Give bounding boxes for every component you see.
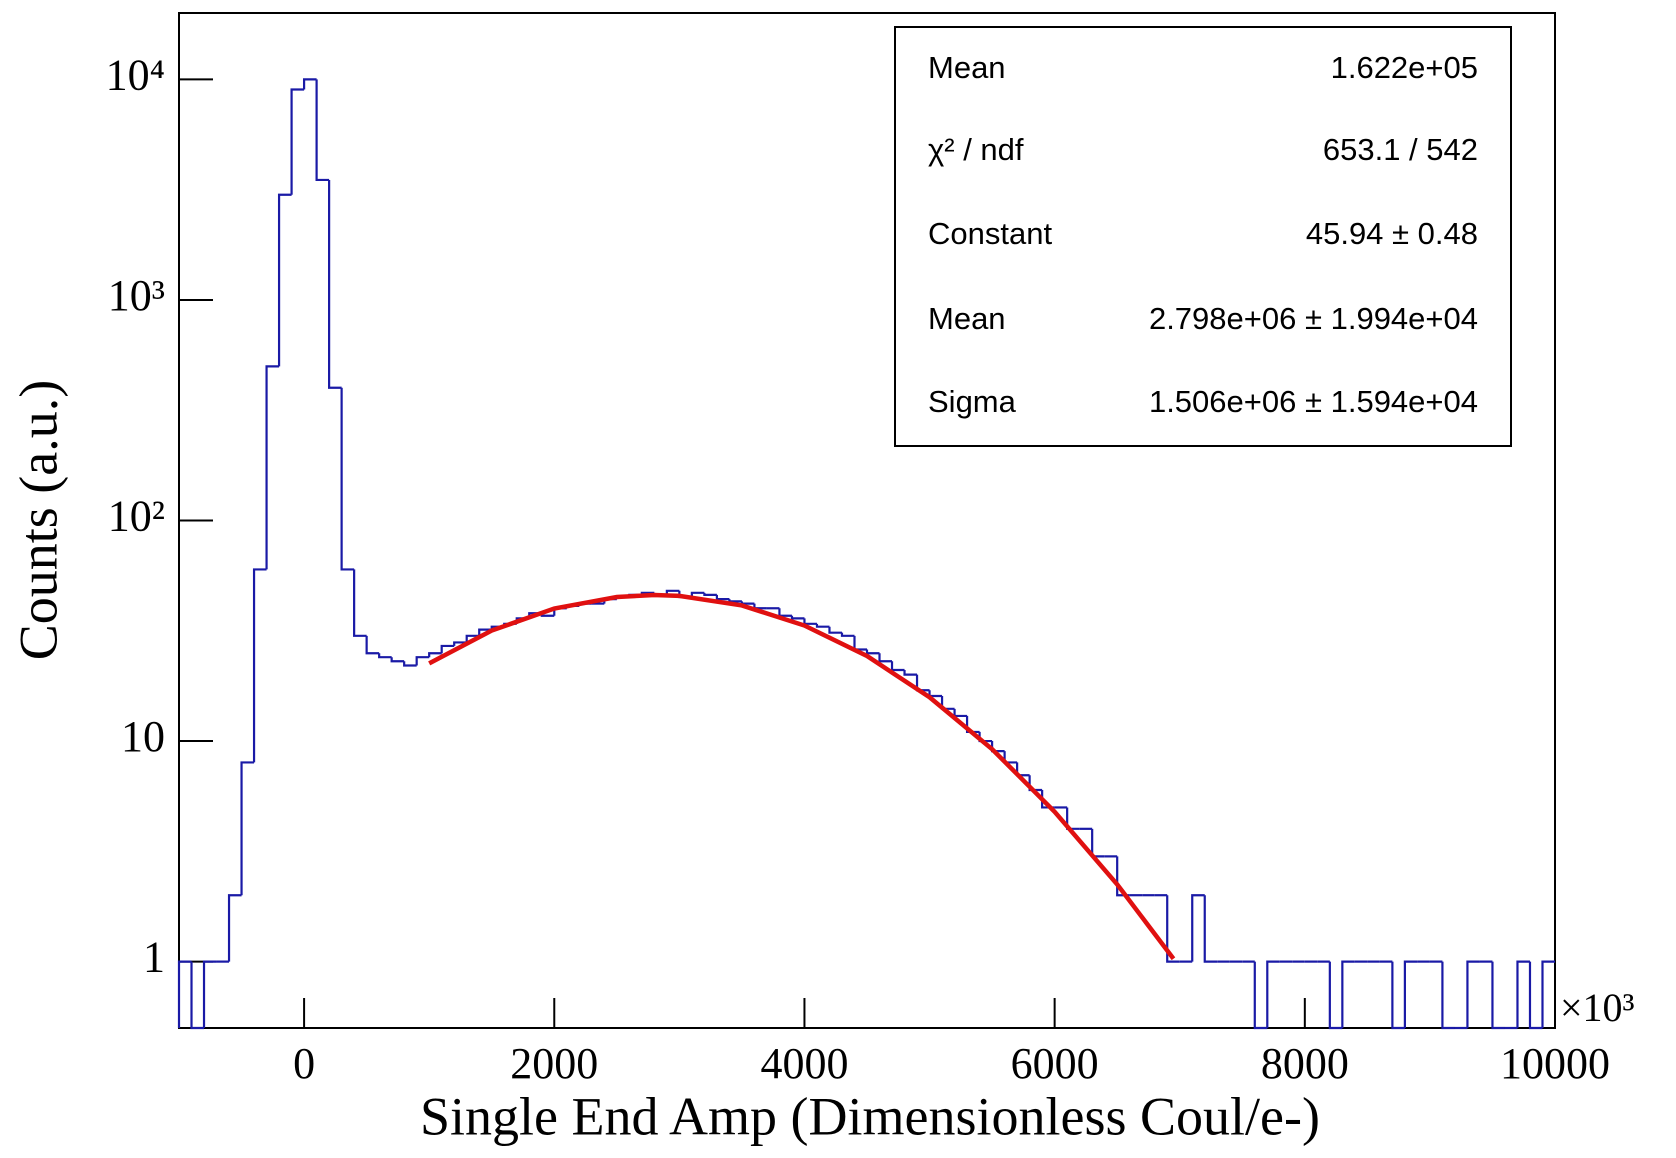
stats-name: Sigma: [928, 384, 1017, 419]
stats-name: Mean: [928, 50, 1006, 85]
y-tick-label: 10: [121, 712, 165, 761]
histogram-bin: [853, 635, 867, 651]
histogram-bin: [790, 615, 805, 620]
histogram-bin: [715, 594, 730, 601]
histogram-bin: [965, 715, 980, 734]
histogram-bin: [453, 641, 467, 646]
histogram-bin: [328, 179, 342, 389]
histogram-bin: [1253, 961, 1268, 1030]
histogram-bin: [202, 960, 217, 1028]
x-tick-label: 8000: [1261, 1039, 1349, 1088]
histogram-bin: [1516, 960, 1530, 1028]
histogram-bin: [865, 649, 880, 655]
histogram-bin: [403, 661, 417, 667]
histogram-bin: [878, 653, 893, 663]
histogram-bin: [890, 661, 905, 672]
histogram-bin: [415, 656, 430, 666]
histogram-bin: [1266, 960, 1280, 1028]
x-tick-label: 2000: [510, 1039, 598, 1088]
histogram-bin: [928, 690, 943, 698]
histogram-bin: [428, 652, 442, 658]
histogram-bin: [252, 568, 267, 763]
x-axis-title: Single End Amp (Dimensionless Coul/e-): [420, 1086, 1320, 1146]
histogram-bin: [440, 644, 455, 654]
histogram-bin: [1191, 894, 1205, 962]
histogram-bin: [1541, 960, 1555, 1028]
y-tick-label: 10³: [108, 271, 165, 320]
histogram-bin: [815, 623, 830, 628]
histogram-bin: [227, 894, 242, 962]
y-tick-label: 10²: [108, 492, 165, 541]
histogram-bin: [1391, 961, 1405, 1030]
histogram-bin: [365, 635, 380, 655]
stats-name: Mean: [928, 301, 1006, 336]
stats-box: [894, 26, 1512, 447]
stats-value: 45.94 ± 0.48: [1306, 216, 1478, 251]
stats-value: 653.1 / 542: [1323, 132, 1478, 167]
stats-value: 2.798e+06 ± 1.994e+04: [1149, 301, 1478, 336]
histogram-bin: [728, 599, 742, 603]
stats-name: χ² / ndf: [928, 132, 1024, 167]
histogram-bin: [240, 761, 255, 896]
histogram-bin: [1403, 960, 1418, 1028]
histogram-bin: [753, 603, 767, 610]
y-tick-label: 10⁴: [106, 50, 165, 99]
histogram-bin: [390, 657, 405, 663]
histogram-bin: [1328, 961, 1343, 1030]
histogram-bin: [353, 569, 367, 637]
x-tick-label: 6000: [1011, 1039, 1099, 1088]
y-tick-label: 1: [143, 933, 165, 982]
stats-name: Constant: [928, 216, 1052, 251]
histogram-bin: [703, 592, 717, 596]
histogram-bin: [190, 961, 205, 1030]
histogram-bin: [315, 79, 330, 182]
x-tick-label: 4000: [760, 1039, 848, 1088]
histogram-bin: [1341, 960, 1355, 1028]
histogram-bin: [378, 653, 392, 659]
histogram-bin: [277, 193, 292, 367]
histogram-bin: [465, 634, 480, 643]
histogram-bin: [740, 601, 755, 605]
histogram-bin: [840, 632, 855, 637]
histogram-bin: [828, 626, 842, 634]
stats-value: 1.506e+06 ± 1.594e+04: [1149, 384, 1478, 419]
histogram-bin: [803, 618, 817, 625]
fit-curve: [428, 592, 1176, 961]
histogram-bin: [1491, 961, 1505, 1030]
x-tick-label: 10000: [1500, 1039, 1610, 1088]
histogram-bin: [265, 365, 280, 570]
histogram-bin: [478, 628, 492, 636]
y-axis-title: Counts (a.u.): [8, 380, 68, 660]
histogram-bin: [340, 387, 355, 571]
histogram-bin: [1466, 960, 1480, 1028]
histogram-bin: [1203, 895, 1218, 963]
x-multiplier: ×10³: [1560, 985, 1635, 1030]
histogram-bin: [1441, 961, 1455, 1030]
histogram-bin: [1028, 775, 1043, 792]
histogram-bin: [778, 608, 792, 617]
histogram-bin: [177, 960, 192, 1028]
histogram-bin: [903, 669, 918, 676]
x-tick-label: 0: [293, 1039, 315, 1088]
histogram-bin: [302, 78, 317, 90]
histogram-bin: [953, 708, 968, 718]
stats-value: 1.622e+05: [1331, 50, 1478, 85]
histogram-bin: [1528, 961, 1543, 1030]
histogram-bin: [1091, 828, 1105, 858]
histogram-bin: [290, 88, 305, 195]
histogram-bin: [1166, 895, 1180, 963]
